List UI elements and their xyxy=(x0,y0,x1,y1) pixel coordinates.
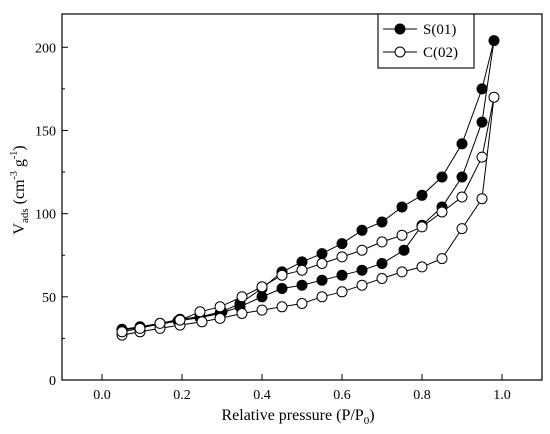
data-point-1 xyxy=(194,306,206,318)
legend-marker-s01 xyxy=(394,23,406,35)
data-point-0 xyxy=(476,83,488,95)
y-tick-label: 100 xyxy=(35,208,56,223)
x-axis: 0.0 0.2 0.4 0.6 0.8 1.0 xyxy=(93,374,511,403)
y-tick-label: 0 xyxy=(49,374,56,389)
data-point-1 xyxy=(236,291,248,303)
data-point-1 xyxy=(256,304,268,316)
data-point-0 xyxy=(356,224,368,236)
data-point-1 xyxy=(476,193,488,205)
data-point-0 xyxy=(456,171,468,183)
data-point-1 xyxy=(214,301,226,313)
data-point-1 xyxy=(456,191,468,203)
data-point-1 xyxy=(436,206,448,218)
data-point-0 xyxy=(356,264,368,276)
data-point-0 xyxy=(296,279,308,291)
series-layer xyxy=(116,35,500,341)
data-point-1 xyxy=(134,322,146,334)
data-point-0 xyxy=(376,216,388,228)
x-axis-title: Relative pressure (P/P0) xyxy=(221,407,374,427)
x-tick-label: 0.4 xyxy=(253,388,271,403)
data-point-0 xyxy=(316,274,328,286)
data-point-1 xyxy=(336,286,348,298)
data-point-1 xyxy=(316,258,328,269)
data-point-0 xyxy=(398,244,410,256)
data-point-1 xyxy=(396,266,408,278)
data-point-0 xyxy=(396,201,408,213)
x-tick-label: 0.8 xyxy=(413,388,431,403)
y-tick-label: 200 xyxy=(35,41,56,56)
data-point-0 xyxy=(336,269,348,281)
y-axis: 0 50 100 150 200 xyxy=(35,41,68,389)
data-point-1 xyxy=(256,281,268,293)
data-point-1 xyxy=(116,326,128,338)
data-point-0 xyxy=(436,171,448,183)
data-point-0 xyxy=(276,283,288,294)
legend: S(01) C(02) xyxy=(377,13,475,69)
data-point-1 xyxy=(196,316,208,328)
data-point-1 xyxy=(488,91,500,103)
x-tick-label: 0.2 xyxy=(173,388,191,403)
x-tick-label: 0.0 xyxy=(93,388,111,403)
data-point-1 xyxy=(356,244,368,256)
legend-marker-c02 xyxy=(394,46,406,58)
data-point-1 xyxy=(416,261,428,273)
data-point-0 xyxy=(336,238,348,250)
data-point-1 xyxy=(296,298,308,309)
legend-label-s01: S(01) xyxy=(423,22,456,38)
data-point-0 xyxy=(376,258,388,269)
data-point-1 xyxy=(456,223,468,235)
data-point-1 xyxy=(376,236,388,248)
data-point-1 xyxy=(236,308,248,319)
plot-frame xyxy=(61,13,543,381)
y-tick-label: 150 xyxy=(35,124,56,139)
y-tick-label: 50 xyxy=(42,291,56,306)
data-point-1 xyxy=(276,269,288,281)
data-point-0 xyxy=(476,116,488,128)
data-point-0 xyxy=(488,35,500,47)
x-tick-label: 0.6 xyxy=(333,388,351,403)
data-point-1 xyxy=(376,273,388,284)
y-axis-title: Vads(cm-3g-1) xyxy=(9,145,31,234)
series-line-1 xyxy=(121,97,495,336)
x-tick-label: 1.0 xyxy=(493,388,511,403)
data-point-1 xyxy=(336,251,348,263)
data-point-1 xyxy=(356,279,368,291)
series-line-0 xyxy=(121,40,495,331)
data-point-1 xyxy=(174,314,186,326)
legend-label-c02: C(02) xyxy=(423,45,458,61)
data-point-1 xyxy=(436,253,448,265)
data-point-1 xyxy=(276,301,288,313)
data-point-1 xyxy=(296,264,308,276)
data-point-1 xyxy=(416,221,428,233)
data-point-1 xyxy=(316,291,328,303)
data-point-0 xyxy=(456,138,468,150)
data-point-0 xyxy=(316,248,328,260)
data-point-1 xyxy=(154,317,166,329)
data-point-1 xyxy=(214,312,226,324)
data-point-1 xyxy=(396,229,408,241)
data-point-0 xyxy=(416,189,428,201)
data-point-1 xyxy=(476,151,488,163)
legend-box xyxy=(377,13,475,69)
